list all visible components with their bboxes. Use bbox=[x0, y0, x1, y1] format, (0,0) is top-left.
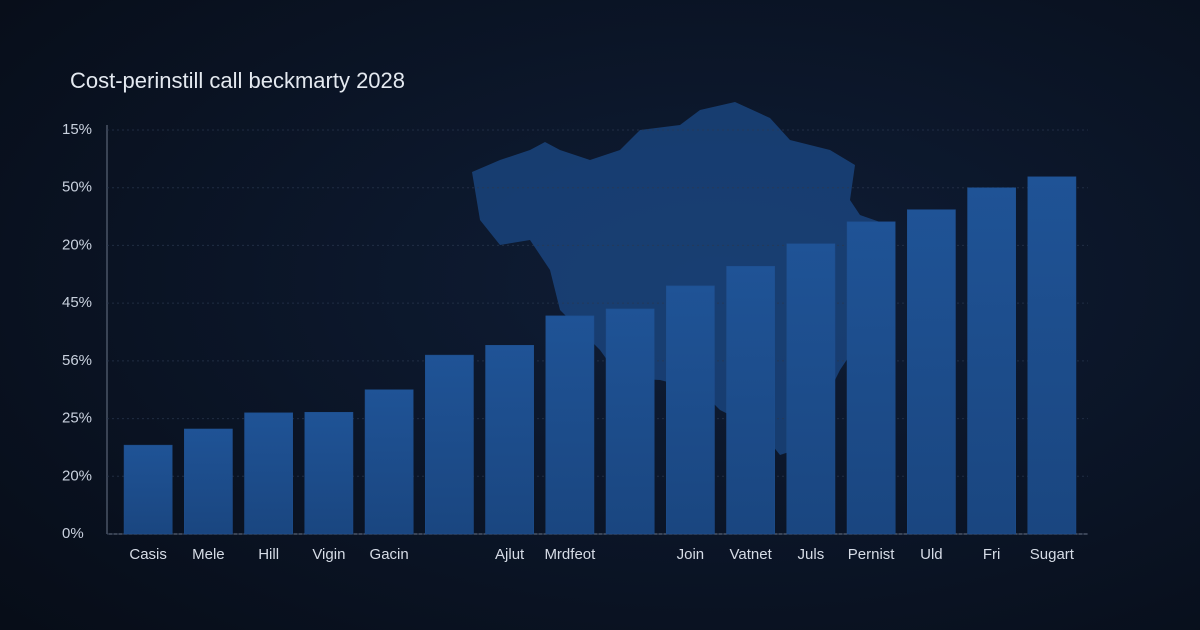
bar bbox=[786, 243, 836, 535]
bar bbox=[726, 265, 775, 535]
y-tick-label: 20% bbox=[62, 467, 92, 484]
x-tick-label: Ajlut bbox=[495, 546, 525, 563]
x-tick-label: Sugart bbox=[1030, 546, 1075, 563]
bar bbox=[967, 187, 1016, 535]
x-tick-label: Vatnet bbox=[729, 546, 772, 563]
x-tick-label: Mele bbox=[192, 546, 225, 563]
x-tick-label: Uld bbox=[920, 546, 943, 563]
y-tick-label: 45% bbox=[62, 294, 92, 311]
x-tick-label: Fri bbox=[983, 546, 1001, 563]
bar bbox=[545, 315, 595, 535]
bar bbox=[605, 308, 655, 535]
y-tick-label: 50% bbox=[62, 179, 92, 196]
y-tick-label: 20% bbox=[62, 236, 92, 253]
bar bbox=[304, 411, 354, 535]
map-silhouette bbox=[472, 102, 885, 455]
bar bbox=[846, 221, 896, 535]
y-tick-label: 0% bbox=[62, 525, 84, 542]
bar bbox=[123, 444, 173, 535]
bar bbox=[364, 389, 414, 535]
x-tick-label: Hill bbox=[258, 546, 279, 563]
y-tick-label: 56% bbox=[62, 352, 92, 369]
bar bbox=[1027, 176, 1077, 535]
x-tick-label: Gacin bbox=[370, 546, 409, 563]
bar bbox=[425, 354, 474, 535]
x-tick-label: Mrdfeot bbox=[544, 546, 596, 563]
chart-title: Cost-perinstill call beckmarty 2028 bbox=[70, 68, 405, 93]
y-tick-label: 15% bbox=[62, 121, 92, 138]
x-tick-label: Casis bbox=[129, 546, 167, 563]
bar bbox=[244, 412, 293, 535]
bar bbox=[485, 345, 534, 535]
bar bbox=[184, 428, 233, 535]
bar bbox=[666, 285, 715, 535]
y-tick-label: 25% bbox=[62, 410, 92, 427]
x-tick-label: Pernist bbox=[848, 546, 896, 563]
x-tick-label: Vigin bbox=[312, 546, 345, 563]
x-tick-label: Juls bbox=[798, 546, 825, 563]
bar bbox=[907, 209, 956, 535]
x-tick-label: Join bbox=[677, 546, 705, 563]
